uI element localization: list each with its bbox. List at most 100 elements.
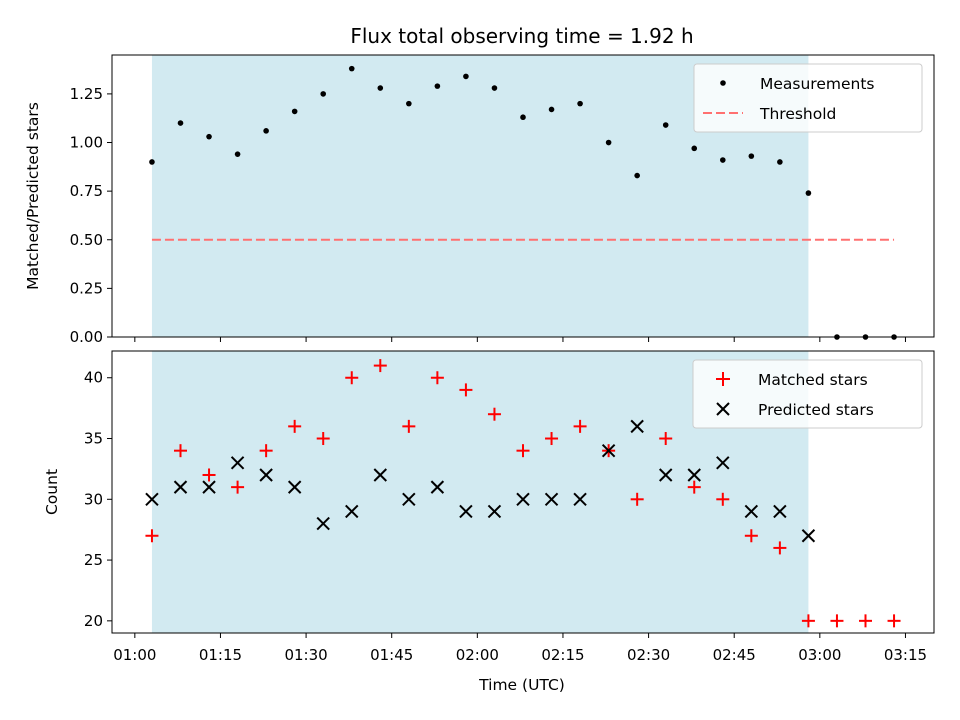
predicted-star-point <box>145 492 159 507</box>
measurement-point <box>320 91 327 97</box>
predicted-star-point <box>516 492 530 507</box>
measurement-point <box>348 65 355 72</box>
predicted-star-point <box>659 468 673 482</box>
y-tick-label: 25 <box>84 551 103 569</box>
predicted-star-point <box>687 468 701 482</box>
measurement-point <box>662 122 669 128</box>
matched-star-point <box>887 614 901 628</box>
predicted-star-point <box>316 516 330 531</box>
measurement-point <box>149 159 155 165</box>
top-data-marks <box>149 65 897 340</box>
legend-marker-predicted <box>716 402 730 416</box>
x-tick-label: 03:00 <box>798 646 841 664</box>
x-tick-label: 01:15 <box>199 646 242 664</box>
measurement-point <box>691 145 698 152</box>
predicted-star-point <box>287 480 302 494</box>
measurement-point <box>234 151 241 157</box>
predicted-star-point <box>773 504 787 519</box>
top-panel: 0.00 0.25 0.50 0.75 1.00 1.25 Matched/Predict… <box>24 54 935 346</box>
matched-star-point <box>744 529 758 543</box>
top-legend: Measurements Threshold <box>693 63 923 133</box>
chart-title: Flux total observing time = 1.92 h <box>350 24 693 48</box>
y-tick-label: 35 <box>84 430 103 448</box>
bottom-x-ticks: 01:00 01:15 01:30 01:45 02:00 02:15 02:30 02:45… <box>113 633 927 664</box>
matched-star-point <box>174 444 187 458</box>
matched-star-point <box>373 359 387 373</box>
bottom-y-ticks: 20 25 30 35 40 <box>84 369 112 630</box>
measurement-point <box>719 157 726 163</box>
matched-star-point <box>259 444 273 458</box>
measurement-point <box>520 114 526 121</box>
matched-star-point <box>773 541 787 555</box>
y-tick-label: 40 <box>84 369 103 387</box>
y-tick-label: 0.00 <box>70 328 103 346</box>
top-y-ticks: 0.00 0.25 0.50 0.75 1.00 1.25 <box>70 85 112 346</box>
measurement-point <box>748 153 755 159</box>
measurement-point <box>291 108 298 115</box>
predicted-star-point <box>430 480 445 494</box>
legend-label-threshold: Threshold <box>759 105 836 123</box>
predicted-star-point <box>230 456 245 470</box>
matched-star-point <box>716 492 730 506</box>
bottom-axes-frame <box>111 350 935 634</box>
predicted-star-point <box>487 504 502 519</box>
matched-star-point <box>430 371 444 385</box>
matched-star-point <box>630 492 644 506</box>
y-tick-label: 1.25 <box>70 85 103 103</box>
x-tick-label: 02:00 <box>456 646 499 664</box>
matched-star-point <box>545 432 559 446</box>
measurement-point <box>805 190 812 196</box>
measurement-point <box>577 100 583 107</box>
predicted-star-point <box>173 480 188 494</box>
y-tick-label: 20 <box>84 612 103 630</box>
legend-label-measurements: Measurements <box>760 75 875 93</box>
legend-marker-measurements <box>720 80 726 86</box>
measurement-point <box>634 172 640 179</box>
x-axis-label: Time (UTC) <box>478 676 565 694</box>
predicted-star-point <box>402 492 416 507</box>
x-tick-label: 02:30 <box>627 646 670 664</box>
predicted-star-point <box>801 529 816 543</box>
measurement-point <box>491 85 498 91</box>
predicted-star-point <box>373 468 387 482</box>
measurement-point <box>206 133 212 140</box>
bottom-y-axis-label: Count <box>43 469 61 515</box>
x-tick-label: 02:15 <box>541 646 584 664</box>
matched-star-point <box>830 614 844 628</box>
matched-star-point <box>859 614 872 628</box>
predicted-star-point <box>601 443 616 458</box>
predicted-star-point <box>744 504 759 519</box>
measurement-point <box>777 159 783 165</box>
matched-star-point <box>687 480 701 494</box>
y-tick-label: 0.75 <box>70 182 103 200</box>
top-legend-box <box>693 63 923 133</box>
measurement-point <box>263 128 269 134</box>
predicted-star-point <box>716 456 730 470</box>
matched-star-point <box>573 419 587 433</box>
matched-star-point <box>202 468 216 482</box>
bottom-data-marks <box>145 359 901 628</box>
legend-label-predicted: Predicted stars <box>758 401 874 419</box>
matched-star-point <box>316 432 330 446</box>
matched-star-point <box>516 444 530 458</box>
matched-star-point <box>145 529 159 543</box>
matched-star-point <box>487 407 501 421</box>
bottom-legend: Matched stars Predicted stars <box>692 359 923 429</box>
bottom-legend-box <box>692 359 923 429</box>
measurement-point <box>377 85 384 91</box>
x-tick-label: 03:15 <box>884 646 927 664</box>
x-tick-label: 01:00 <box>113 646 156 664</box>
matched-star-point <box>402 419 416 433</box>
predicted-star-point <box>202 480 216 494</box>
measurement-point <box>177 120 184 126</box>
top-y-axis-label: Matched/Predicted stars <box>24 102 42 290</box>
predicted-star-point <box>573 492 587 507</box>
matched-star-point <box>231 480 245 494</box>
predicted-star-point <box>630 419 644 434</box>
matched-star-point <box>345 371 359 385</box>
x-tick-label: 01:30 <box>284 646 327 664</box>
top-axes-frame <box>111 54 935 338</box>
measurement-point <box>605 139 612 146</box>
predicted-star-point <box>345 504 359 519</box>
